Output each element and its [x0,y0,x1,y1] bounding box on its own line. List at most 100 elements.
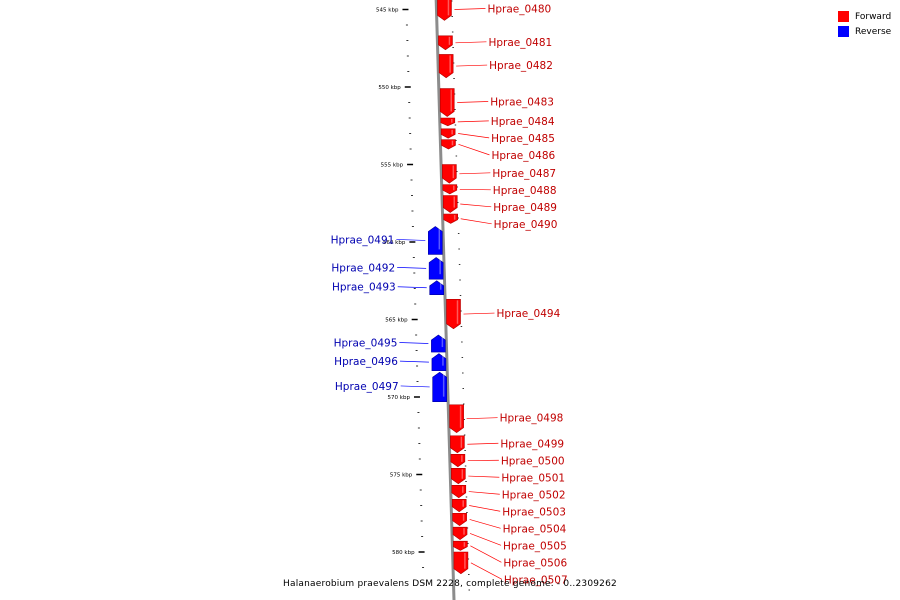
gene-label-leader [397,286,427,289]
gene-arrow-hprae-0494[interactable] [446,299,461,330]
gene-label[interactable]: Hprae_0482 [489,60,553,72]
gene-arrow-hprae-0497[interactable] [432,371,447,402]
gene-arrow-hprae-0486[interactable] [441,139,456,150]
major-tick-label: 560 kbp [383,240,406,246]
gene-track [428,0,469,575]
gene-label[interactable]: Hprae_0494 [497,308,561,320]
gene-arrow-hprae-0482[interactable] [438,54,454,79]
legend-forward[interactable]: Forward [838,9,898,24]
gene-label[interactable]: Hprae_0481 [488,37,552,49]
gene-arrow-hprae-0505[interactable] [452,526,468,540]
gene-label-leader [399,360,429,363]
gene-arrow-hprae-0481[interactable] [438,35,453,51]
gene-arrow-hprae-0492[interactable] [428,257,444,280]
gene-arrow-hprae-0500[interactable] [450,454,466,468]
gene-arrow-hprae-0487[interactable] [442,164,457,184]
gene-arrow-hprae-0490[interactable] [443,213,458,224]
major-tick-label: 575 kbp [390,473,413,479]
gene-label[interactable]: Hprae_0492 [331,262,395,274]
gene-label-leader [458,144,490,156]
gene-label[interactable]: Hprae_0496 [334,356,398,368]
gene-label[interactable]: Hprae_0488 [493,185,557,197]
gene-label-leader [468,475,500,478]
gene-label-leader [469,519,501,529]
gene-label[interactable]: Hprae_0501 [501,472,565,484]
gene-arrow-hprae-0502[interactable] [451,485,467,499]
gene-label[interactable]: Hprae_0504 [503,523,567,535]
gene-label-leader [456,64,488,67]
gene-arrow-hprae-0483[interactable] [439,88,455,117]
gene-label[interactable]: Hprae_0489 [493,202,557,214]
gene-label[interactable]: Hprae_0483 [490,97,554,109]
forward-swatch [838,11,849,22]
major-tick-label: 555 kbp [381,163,404,169]
gene-arrow-hprae-0506[interactable] [453,540,468,551]
gene-arrow-hprae-0488[interactable] [442,184,458,195]
legend-reverse-label: Reverse [855,26,892,37]
gene-label[interactable]: Hprae_0507 [504,574,568,586]
gene-arrow-hprae-0496[interactable] [431,353,447,371]
legend: Forward Reverse [838,9,898,39]
gene-arrow-hprae-0503[interactable] [451,498,467,513]
gene-label-leader [457,101,489,103]
gene-arrow-hprae-0491[interactable] [428,226,443,255]
gene-label[interactable]: Hprae_0498 [500,413,564,425]
gene-label-leader [466,417,498,420]
gene-label[interactable]: Hprae_0493 [332,282,396,294]
gene-label-leader [459,172,491,175]
gene-label[interactable]: Hprae_0497 [335,381,399,393]
gene-label-leader [397,267,427,269]
major-tick-label: 565 kbp [385,318,408,324]
gene-label-leader [458,133,490,139]
gene-label[interactable]: Hprae_0485 [491,133,555,145]
gene-label-leader [469,533,502,546]
reverse-swatch [838,26,849,37]
gene-label[interactable]: Hprae_0491 [331,234,395,246]
gene-arrow-hprae-0480[interactable] [437,0,452,21]
gene-label-leader [457,120,489,123]
gene-arrow-hprae-0489[interactable] [442,195,458,213]
gene-arrow-hprae-0495[interactable] [431,334,446,353]
gene-label-leader [455,41,487,44]
gene-label-leader [468,491,500,495]
genome-description: Halanaerobium praevalens DSM 2228, compl… [283,579,617,589]
major-tick-label: 570 kbp [388,395,411,401]
gene-label-leader [454,8,486,10]
gene-label[interactable]: Hprae_0487 [492,168,556,180]
gene-label-leader [463,312,495,315]
genome-backbone [434,0,456,600]
gene-label[interactable]: Hprae_0503 [502,506,566,518]
gene-arrow-hprae-0493[interactable] [429,280,445,296]
major-tick-label: 550 kbp [378,85,401,91]
gene-arrow-hprae-0499[interactable] [450,435,465,454]
legend-reverse[interactable]: Reverse [838,24,898,39]
major-tick-label: 545 kbp [376,8,399,14]
gene-arrow-hprae-0507[interactable] [453,551,469,575]
gene-label-leader [399,342,429,344]
gene-label[interactable]: Hprae_0505 [503,540,567,552]
gene-label[interactable]: Hprae_0502 [502,489,566,501]
gene-arrow-hprae-0484[interactable] [440,117,456,127]
major-tick-label: 580 kbp [392,550,415,556]
gene-label-leader [469,505,501,512]
gene-label[interactable]: Hprae_0484 [491,116,555,128]
gene-label[interactable]: Hprae_0506 [503,557,567,569]
gene-label[interactable]: Hprae_0480 [487,4,551,16]
gene-arrow-hprae-0485[interactable] [440,128,456,139]
gene-label[interactable]: Hprae_0499 [500,438,564,450]
gene-label[interactable]: Hprae_0486 [491,150,555,162]
gene-label-leader [400,385,430,388]
gene-label-leader [470,545,502,563]
gene-label-leader [467,442,499,445]
gene-label-leader [470,562,503,580]
gene-label-leader [459,188,491,191]
gene-label[interactable]: Hprae_0495 [334,338,398,350]
gene-label[interactable]: Hprae_0500 [501,455,565,467]
gene-arrow-hprae-0501[interactable] [451,467,466,485]
gene-arrow-hprae-0504[interactable] [452,512,467,527]
gene-arrow-hprae-0498[interactable] [449,404,464,434]
scale-ticks: 545 kbp 550 kbp 555 kbp 560 kbp 565 kbp 570 k… [376,0,470,591]
gene-labels: Hprae_0480 Hprae_0481 Hprae_0482 Hprae_0483… [331,4,568,587]
gene-label[interactable]: Hprae_0490 [494,219,558,231]
